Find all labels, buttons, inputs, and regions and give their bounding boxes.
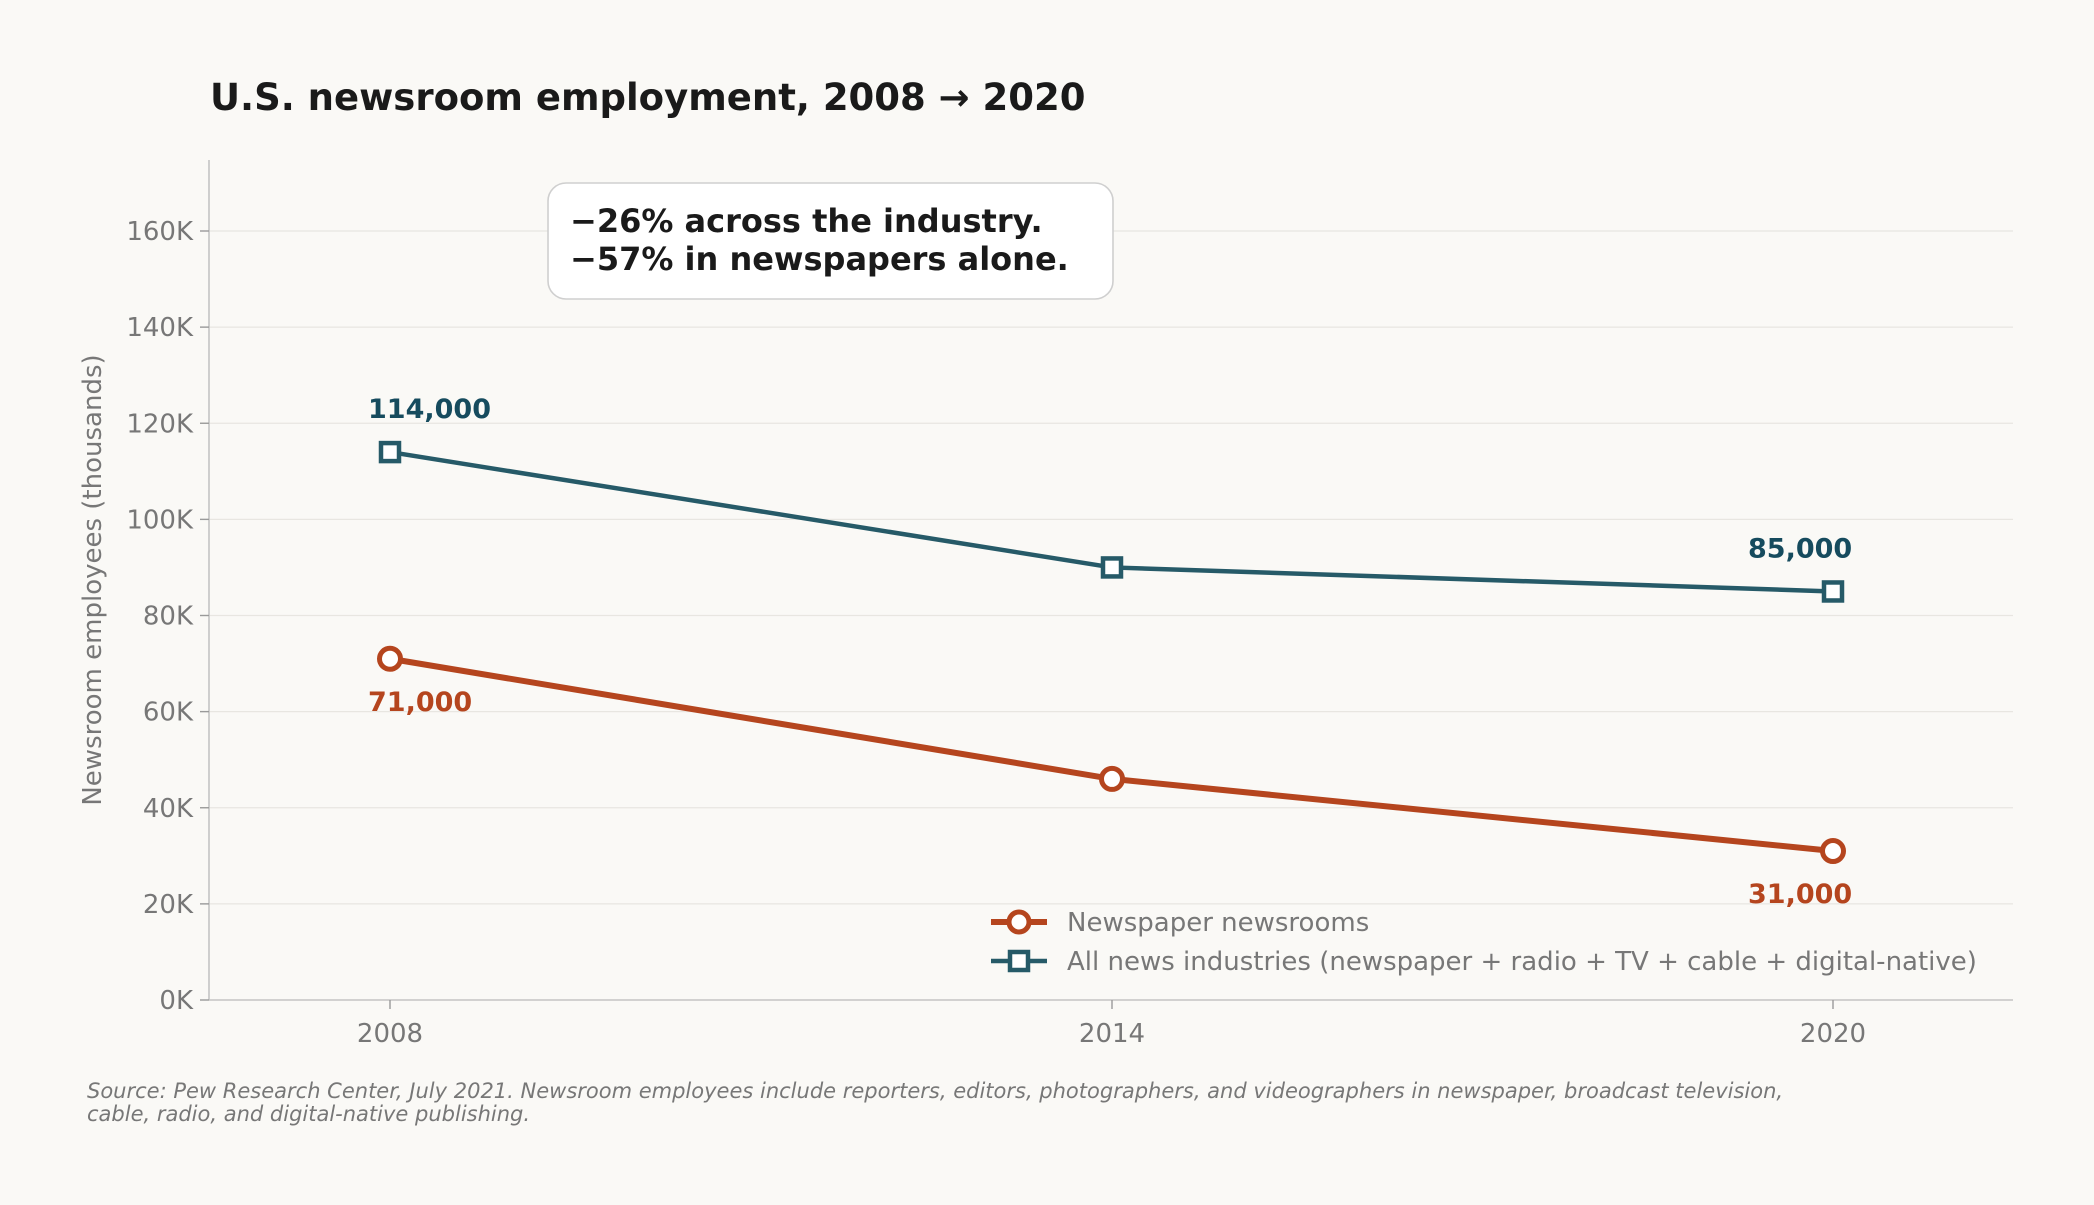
y-tick-label: 100K [126,505,194,535]
series-layer [377,440,1846,865]
data-point [377,645,403,672]
data-label: 71,000 [368,687,472,718]
legend: Newspaper newsrooms All news industries (… [991,908,1977,977]
gridlines [209,230,2013,905]
legend-label: Newspaper newsrooms [1067,908,1369,938]
legend-label: All news industries (newspaper + radio +… [1067,947,1977,977]
y-tick-label: 20K [143,890,194,920]
source-line: cable, radio, and digital-native publish… [87,1102,530,1126]
data-point [1100,556,1124,579]
y-axis-label: Newsroom employees (thousands) [78,354,108,805]
data-label: 85,000 [1748,533,1852,564]
data-labels: 71,000 31,000 114,000 85,000 [368,394,1852,910]
data-point [378,440,402,464]
x-tick-label: 2020 [1800,1019,1866,1049]
x-tick-label: 2014 [1079,1019,1145,1049]
y-tick-label: 80K [143,602,194,632]
source-note: Source: Pew Research Center, July 2021. … [87,1079,1783,1126]
annotation-line: −57% in newspapers alone. [570,240,1069,278]
x-tick-label: 2008 [357,1019,423,1049]
y-tick-label: 120K [126,409,194,439]
legend-marker [1006,909,1032,935]
chart-title: U.S. newsroom employment, 2008 → 2020 [210,76,1086,119]
data-point [1821,580,1845,603]
y-tick-label: 40K [143,794,194,824]
axes: 0K 20K 40K 60K 80K 100K 120K 140K 160K 2008 2014 20… [78,160,2013,1049]
data-point [1820,838,1846,865]
y-tick-label: 160K [126,217,194,247]
y-tick-label: 140K [126,313,194,343]
annotation-frame [547,182,1114,300]
annotation-box: −26% across the industry.−57% in newspap… [547,182,1114,300]
annotation-line: −26% across the industry. [570,202,1043,240]
legend-marker [1007,949,1031,973]
y-tick-label: 0K [159,986,194,1016]
y-tick-label: 60K [143,698,194,728]
data-label: 31,000 [1748,879,1852,910]
source-line: Source: Pew Research Center, July 2021. … [87,1079,1783,1103]
data-label: 114,000 [368,394,491,425]
data-point [1099,765,1125,792]
series-line [387,655,1836,855]
